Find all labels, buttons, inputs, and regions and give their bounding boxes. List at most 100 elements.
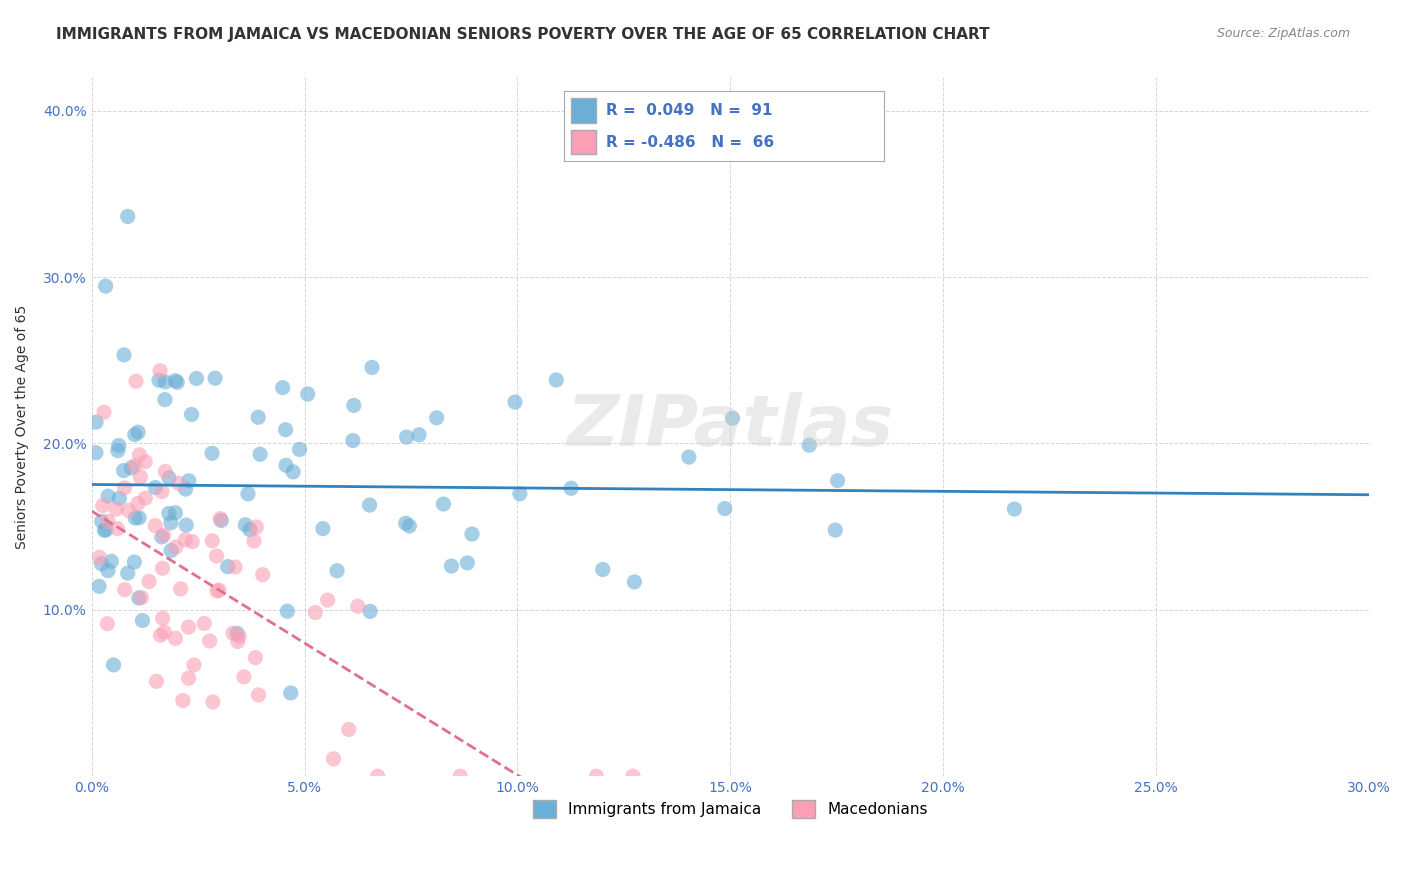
Point bbox=[114, 582, 136, 597]
Point bbox=[247, 410, 270, 425]
Point bbox=[201, 533, 224, 548]
Point bbox=[149, 364, 172, 378]
Point bbox=[169, 582, 191, 596]
Point bbox=[91, 499, 114, 513]
Point bbox=[129, 470, 152, 484]
Point bbox=[124, 555, 146, 569]
Point bbox=[274, 423, 297, 437]
Point bbox=[316, 593, 339, 607]
Point bbox=[297, 387, 319, 401]
Point bbox=[84, 446, 107, 460]
Point bbox=[153, 392, 176, 407]
Text: IMMIGRANTS FROM JAMAICA VS MACEDONIAN SENIORS POVERTY OVER THE AGE OF 65 CORRELA: IMMIGRANTS FROM JAMAICA VS MACEDONIAN SE… bbox=[56, 27, 990, 42]
Point bbox=[236, 487, 259, 501]
Point bbox=[117, 503, 139, 517]
Point bbox=[247, 688, 270, 702]
Point bbox=[105, 502, 128, 516]
Point bbox=[172, 693, 194, 707]
Point bbox=[799, 438, 821, 452]
Point bbox=[1004, 502, 1026, 516]
Point bbox=[280, 686, 302, 700]
Point bbox=[245, 650, 267, 665]
Point bbox=[245, 520, 267, 534]
Point bbox=[97, 564, 120, 578]
Point bbox=[165, 540, 187, 554]
Point bbox=[235, 517, 257, 532]
Point bbox=[112, 464, 135, 478]
Point bbox=[165, 374, 187, 388]
Point bbox=[160, 516, 183, 530]
Point bbox=[243, 533, 266, 548]
Point bbox=[546, 373, 568, 387]
Point bbox=[157, 507, 180, 521]
Point bbox=[153, 625, 176, 640]
Point bbox=[174, 518, 197, 533]
Y-axis label: Seniors Poverty Over the Age of 65: Seniors Poverty Over the Age of 65 bbox=[15, 305, 30, 549]
Point bbox=[90, 557, 112, 571]
Point bbox=[228, 629, 250, 643]
Point bbox=[150, 484, 173, 499]
Point bbox=[209, 512, 232, 526]
Point bbox=[134, 491, 156, 505]
Point bbox=[337, 723, 360, 737]
Point bbox=[124, 427, 146, 442]
Point bbox=[166, 376, 188, 390]
Point bbox=[509, 487, 531, 501]
Point bbox=[94, 279, 117, 293]
Point bbox=[143, 518, 166, 533]
Point bbox=[127, 496, 149, 510]
Point bbox=[440, 559, 463, 574]
Point bbox=[155, 464, 177, 478]
Point bbox=[183, 657, 205, 672]
Point bbox=[138, 574, 160, 589]
Point bbox=[152, 528, 174, 542]
Point bbox=[449, 769, 471, 783]
Point bbox=[97, 489, 120, 503]
Point bbox=[326, 564, 349, 578]
Point bbox=[93, 405, 115, 419]
Point bbox=[239, 523, 262, 537]
Point bbox=[209, 513, 232, 527]
Point bbox=[408, 427, 430, 442]
Point bbox=[395, 430, 418, 444]
Point bbox=[167, 476, 190, 491]
Point bbox=[107, 438, 129, 452]
Point bbox=[198, 634, 221, 648]
Point bbox=[117, 566, 139, 580]
Point bbox=[827, 474, 849, 488]
Point bbox=[343, 399, 366, 413]
Point bbox=[90, 515, 112, 529]
Point bbox=[208, 583, 231, 598]
Point bbox=[426, 410, 449, 425]
Point bbox=[124, 458, 146, 473]
Point bbox=[84, 415, 107, 429]
Point bbox=[150, 530, 173, 544]
Point bbox=[367, 769, 389, 783]
Text: ZIPatlas: ZIPatlas bbox=[567, 392, 894, 461]
Point bbox=[226, 626, 249, 640]
Point bbox=[153, 375, 176, 389]
Point bbox=[271, 381, 294, 395]
Point bbox=[274, 458, 297, 473]
Point bbox=[145, 674, 167, 689]
Point bbox=[398, 519, 420, 533]
Point bbox=[177, 620, 200, 634]
Point bbox=[503, 395, 526, 409]
Point bbox=[201, 695, 224, 709]
Point bbox=[124, 511, 146, 525]
Point bbox=[461, 527, 484, 541]
Point bbox=[623, 574, 645, 589]
Point bbox=[226, 634, 249, 648]
Point bbox=[112, 348, 135, 362]
Point bbox=[160, 543, 183, 558]
Point bbox=[249, 447, 271, 461]
Point bbox=[107, 443, 129, 458]
Point bbox=[174, 533, 197, 547]
Point bbox=[117, 210, 139, 224]
Point bbox=[108, 491, 131, 506]
Point bbox=[96, 616, 118, 631]
Point bbox=[721, 411, 744, 425]
Point bbox=[128, 591, 150, 605]
Point bbox=[205, 549, 228, 563]
Point bbox=[585, 769, 607, 783]
